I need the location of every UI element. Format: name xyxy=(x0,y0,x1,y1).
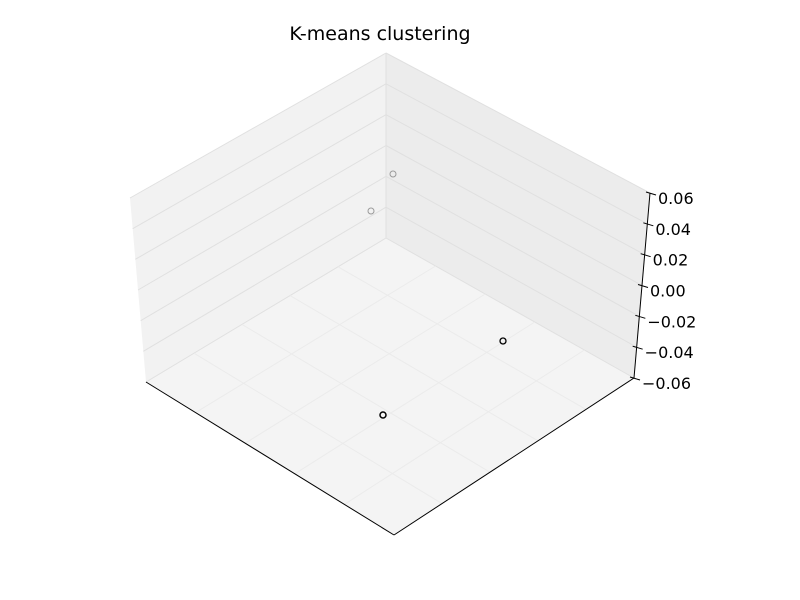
right-pane xyxy=(386,53,650,378)
right-gridline xyxy=(385,206,637,348)
z-tick-mark xyxy=(645,191,657,196)
scatter-point xyxy=(367,207,375,215)
z-tick-label: 0.04 xyxy=(655,220,691,239)
scatter-point xyxy=(499,337,507,345)
floor-gridline xyxy=(241,323,491,473)
floor-pane xyxy=(146,238,634,535)
floor-gridline xyxy=(294,321,536,475)
floor-gridline xyxy=(337,266,587,410)
z-tick-label: 0.00 xyxy=(650,282,686,301)
x-axis-line xyxy=(145,381,395,536)
left-gridline xyxy=(137,145,387,291)
scatter-point xyxy=(379,411,387,419)
chart-title: K-means clustering xyxy=(289,23,470,45)
left-gridline xyxy=(129,52,387,199)
z-tick-mark xyxy=(643,222,654,227)
left-gridline xyxy=(135,114,387,260)
axis-panes xyxy=(130,53,650,535)
gridlines xyxy=(129,52,651,505)
floor-gridline xyxy=(244,293,486,444)
floor-gridline xyxy=(344,349,585,505)
right-gridline xyxy=(385,237,635,379)
z-tick-label: −0.02 xyxy=(647,312,696,331)
floor-gridline xyxy=(195,265,436,414)
z-axis-ticks: −0.06 −0.04 −0.02 0.00 0.02 0.04 0.06 xyxy=(629,189,696,393)
z-tick-label: 0.02 xyxy=(653,251,689,270)
z-tick-mark xyxy=(637,284,649,288)
z-tick-mark xyxy=(635,314,646,319)
floor-gridline xyxy=(193,352,443,505)
right-gridline xyxy=(385,145,643,286)
left-gridline xyxy=(145,237,387,383)
left-gridline xyxy=(140,175,387,322)
left-gridline xyxy=(132,83,387,230)
y-axis-line xyxy=(393,377,635,536)
z-tick-label: 0.06 xyxy=(658,189,694,208)
z-tick-mark xyxy=(629,376,641,381)
z-tick-mark xyxy=(632,345,643,350)
z-tick-label: −0.06 xyxy=(642,374,691,393)
left-pane xyxy=(130,53,386,382)
right-gridline xyxy=(385,175,640,317)
left-gridline xyxy=(143,206,387,352)
right-gridline xyxy=(385,52,651,194)
scatter-point xyxy=(389,170,397,178)
z-tick-mark xyxy=(640,253,651,258)
floor-gridline xyxy=(289,295,539,442)
scatter-points xyxy=(367,170,507,419)
z-tick-label: −0.04 xyxy=(645,343,694,362)
right-gridline xyxy=(385,114,645,256)
right-gridline xyxy=(385,83,648,225)
